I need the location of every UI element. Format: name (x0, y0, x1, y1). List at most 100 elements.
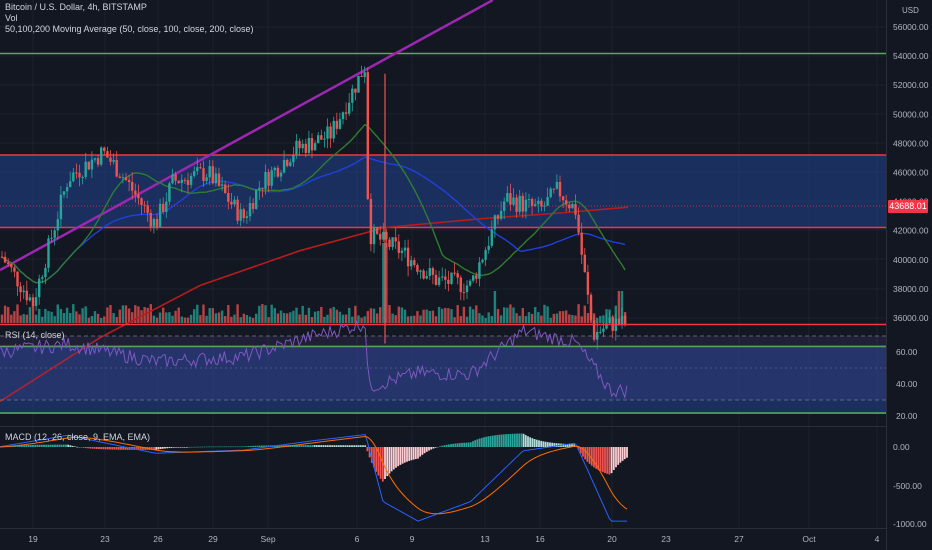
macd-hist-bar (113, 447, 116, 450)
time-tick-label: Sep (260, 534, 275, 544)
rsi-legend[interactable]: RSI (14, close) (5, 330, 65, 340)
macd-hist-bar (397, 447, 400, 467)
candle-body (245, 216, 249, 218)
candle-body (416, 264, 419, 272)
macd-hist-bar (551, 442, 554, 447)
candle-body (456, 273, 459, 278)
candle-body (230, 201, 233, 205)
macd-hist-bar (351, 445, 353, 447)
candle-body (289, 162, 292, 166)
candle-body (0, 256, 4, 258)
candle-body (568, 204, 571, 209)
volume-bar (75, 311, 78, 323)
price-tick-label: 36000.00 (893, 313, 929, 323)
candle-body (96, 158, 100, 165)
volume-bar (397, 306, 400, 323)
volume-bar (38, 308, 41, 323)
macd-hist-bar (307, 445, 309, 447)
macd-hist-bar (318, 445, 320, 447)
macd-hist-bar (298, 445, 301, 447)
price-tick-label: 48000.00 (893, 138, 929, 148)
price-tick-label: 50000.00 (893, 109, 929, 119)
volume-bar (193, 309, 196, 323)
time-tick-label: 9 (410, 534, 415, 544)
candle-body (602, 328, 605, 332)
macd-hist-bar (256, 445, 259, 447)
volume-bar (295, 307, 298, 323)
macd-hist-bar (106, 447, 109, 450)
candle-body (171, 174, 174, 184)
macd-hist-bar (522, 433, 525, 447)
volume-bar (90, 315, 94, 323)
macd-hist-bar (450, 444, 452, 447)
volume-bar (16, 304, 19, 323)
rsi-band (0, 336, 886, 400)
price-zone[interactable] (0, 155, 886, 228)
candle-body (143, 204, 146, 206)
macd-hist-bar (234, 446, 237, 448)
candle-body (255, 190, 258, 209)
volume-bar (211, 308, 214, 323)
macd-hist-bar (555, 443, 558, 447)
volume-bar (323, 316, 326, 323)
macd-hist-bar (408, 447, 411, 461)
volume-bar (599, 315, 602, 323)
symbol-title[interactable]: Bitcoin / U.S. Dollar, 4h, BITSTAMP (5, 2, 147, 12)
volume-bar (10, 314, 13, 323)
volume-legend[interactable]: Vol (5, 13, 18, 23)
macd-hist-bar (186, 447, 188, 448)
volume-bar (468, 306, 472, 323)
ma-legend[interactable]: 50,100,200 Moving Average (50, close, 10… (5, 24, 254, 34)
macd-hist-bar (333, 445, 336, 447)
macd-hist-bar (109, 447, 111, 450)
candle-body (468, 280, 472, 286)
macd-hist-bar (34, 444, 37, 447)
volume-bar (217, 312, 221, 323)
time-tick-label: 29 (208, 534, 218, 544)
candle-body (59, 194, 63, 220)
macd-hist-bar (247, 446, 250, 447)
macd-hist-bar (412, 447, 415, 460)
volume-bar (518, 315, 521, 323)
volume-bar (239, 317, 242, 323)
macd-hist-bar (381, 447, 384, 482)
macd-hist-bar (265, 445, 268, 447)
macd-hist-bar (430, 447, 433, 450)
macd-hist-bar (102, 447, 105, 450)
volume-bar (0, 314, 4, 323)
macd-hist-bar (577, 447, 580, 451)
volume-bar (379, 307, 382, 323)
price-axis[interactable]: 56000.00 54000.00 52000.00 50000.00 48000.00… (893, 22, 929, 323)
macd-hist-bar (93, 447, 96, 449)
macd-hist-bar (518, 433, 521, 447)
volume-bar (264, 305, 267, 323)
macd-hist-bar (254, 445, 257, 447)
volume-bar (490, 315, 493, 323)
volume-bar (394, 315, 397, 323)
candle-body (580, 232, 583, 255)
candle-body (403, 247, 407, 251)
candle-body (65, 187, 69, 192)
volume-bar (428, 310, 431, 323)
volume-bar (84, 306, 87, 323)
macd-legend[interactable]: MACD (12, 26, close, 9, EMA, EMA) (5, 432, 151, 442)
volume-bar (301, 305, 304, 323)
candle-body (558, 181, 562, 197)
horizontal-levels[interactable] (0, 52, 886, 414)
macd-hist-bar (524, 435, 527, 447)
chart-legend[interactable]: Bitcoin / U.S. Dollar, 4h, BITSTAMP Vol … (5, 2, 254, 35)
macd-hist-bar (40, 444, 43, 447)
time-axis[interactable]: 19 23 26 29 Sep 6 9 13 16 20 23 27 Oct 4 (28, 534, 879, 544)
macd-hist-bar (386, 447, 389, 477)
trend-line[interactable] (0, 0, 494, 272)
volume-bar (335, 309, 338, 323)
volume-bar (56, 304, 59, 323)
volume-bar (499, 315, 503, 323)
candle-body (413, 260, 416, 265)
macd-hist-bar (604, 447, 606, 474)
candle-body (447, 279, 450, 284)
candle-body (313, 143, 317, 151)
macd-hist-bar (172, 447, 175, 448)
